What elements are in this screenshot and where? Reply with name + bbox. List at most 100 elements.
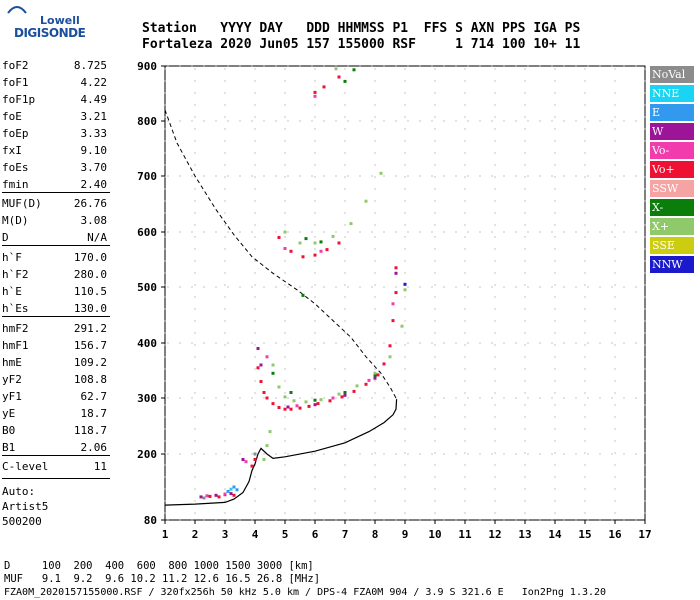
x-grid-dot xyxy=(224,164,226,166)
x-grid-dot xyxy=(584,92,586,94)
y-grid-dot xyxy=(419,453,421,455)
x-grid-dot xyxy=(314,332,316,334)
param-d-label: D xyxy=(2,231,9,244)
echo-point-w xyxy=(394,271,398,275)
y-grid-dot xyxy=(215,519,217,521)
y-grid-dot xyxy=(167,175,169,177)
x-grid-dot xyxy=(254,80,256,82)
x-grid-dot xyxy=(374,308,376,310)
param-hme-value: 109.2 xyxy=(73,356,107,369)
echo-point-vominus xyxy=(295,404,299,408)
echo-point-voplus xyxy=(289,249,293,253)
x-grid-dot xyxy=(464,416,466,418)
x-grid-dot xyxy=(164,380,166,382)
legend-item-noval: NoVal xyxy=(650,66,694,83)
x-grid-dot xyxy=(524,200,526,202)
y-grid-dot xyxy=(515,65,517,67)
y-grid-dot xyxy=(443,286,445,288)
y-grid-dot xyxy=(251,519,253,521)
echo-point-xplus xyxy=(388,355,392,359)
x-grid-dot xyxy=(584,356,586,358)
x-grid-dot xyxy=(524,296,526,298)
y-grid-dot xyxy=(407,342,409,344)
x-grid-dot xyxy=(554,260,556,262)
param-hes-value: 130.0 xyxy=(73,302,107,315)
echo-point-xplus xyxy=(268,430,272,434)
x-grid-dot xyxy=(344,92,346,94)
y-grid-dot xyxy=(455,120,457,122)
y-grid-dot xyxy=(311,120,313,122)
legend-item-x-plus: X+ xyxy=(650,218,694,235)
y-grid-dot xyxy=(635,65,637,67)
x-grid-dot xyxy=(164,176,166,178)
x-grid-dot xyxy=(644,452,646,454)
x-grid-dot xyxy=(494,116,496,118)
x-grid-dot xyxy=(524,164,526,166)
y-grid-dot xyxy=(239,65,241,67)
y-grid-dot xyxy=(395,453,397,455)
echo-point-w xyxy=(256,347,260,350)
x-grid-dot xyxy=(374,152,376,154)
x-grid-dot xyxy=(314,212,316,214)
x-grid-dot xyxy=(374,464,376,466)
echo-point-voplus xyxy=(217,495,221,499)
y-grid-dot xyxy=(203,231,205,233)
x-grid-dot xyxy=(524,380,526,382)
x-grid-dot xyxy=(494,500,496,502)
param-yf2-value: 108.8 xyxy=(73,373,107,386)
param-fof1p-value: 4.49 xyxy=(80,93,108,106)
echo-point-xplus xyxy=(373,371,377,375)
x-grid-dot xyxy=(404,368,406,370)
y-grid-dot xyxy=(395,120,397,122)
y-grid-dot xyxy=(611,175,613,177)
x-grid-dot xyxy=(464,188,466,190)
x-grid-dot xyxy=(164,200,166,202)
y-grid-dot xyxy=(491,453,493,455)
x-grid-dot xyxy=(344,464,346,466)
y-grid-dot xyxy=(551,231,553,233)
logo-arc-icon xyxy=(7,6,27,14)
y-grid-dot xyxy=(347,175,349,177)
y-grid-dot xyxy=(611,342,613,344)
x-grid-dot xyxy=(434,344,436,346)
y-grid-dot xyxy=(455,175,457,177)
x-grid-dot xyxy=(404,68,406,70)
x-grid-dot xyxy=(284,80,286,82)
y-grid-dot xyxy=(611,65,613,67)
param-he-value: 110.5 xyxy=(73,285,107,298)
y-grid-dot xyxy=(395,519,397,521)
x-grid-dot xyxy=(344,128,346,130)
y-grid-dot xyxy=(587,175,589,177)
x-grid-dot xyxy=(614,224,616,226)
x-grid-dot xyxy=(224,428,226,430)
y-grid-dot xyxy=(503,175,505,177)
x-grid-dot xyxy=(194,200,196,202)
y-grid-dot xyxy=(347,453,349,455)
x-grid-dot xyxy=(524,140,526,142)
y-grid-dot xyxy=(263,231,265,233)
x-grid-dot xyxy=(164,476,166,478)
x-grid-dot xyxy=(464,116,466,118)
x-tick-label: 3 xyxy=(222,528,229,541)
x-grid-dot xyxy=(644,344,646,346)
x-grid-dot xyxy=(554,332,556,334)
y-grid-dot xyxy=(455,65,457,67)
y-grid-dot xyxy=(251,342,253,344)
echo-point-xminus xyxy=(271,371,275,375)
param-b1-label: B1 xyxy=(2,441,16,454)
x-grid-dot xyxy=(284,116,286,118)
x-grid-dot xyxy=(434,152,436,154)
x-grid-dot xyxy=(194,380,196,382)
echo-point-vominus xyxy=(319,249,323,253)
x-grid-dot xyxy=(344,344,346,346)
x-grid-dot xyxy=(194,188,196,190)
x-grid-dot xyxy=(644,164,646,166)
x-grid-dot xyxy=(164,212,166,214)
param-hmf1-label: hmF1 xyxy=(2,339,29,352)
x-grid-dot xyxy=(194,500,196,502)
x-grid-dot xyxy=(254,320,256,322)
param-hf2-value: 280.0 xyxy=(73,268,107,281)
x-grid-dot xyxy=(584,452,586,454)
legend-item-nne: NNE xyxy=(650,85,694,102)
x-tick-label: 11 xyxy=(458,528,472,541)
